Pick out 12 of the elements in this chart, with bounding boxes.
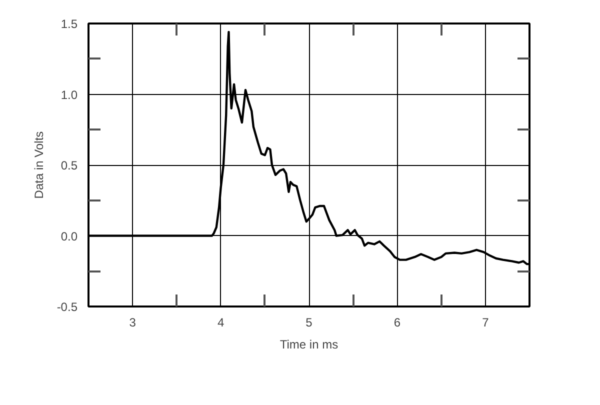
y-tick-label: -0.5: [56, 300, 78, 314]
x-tick-label: 6: [394, 316, 401, 330]
x-tick-label: 5: [306, 316, 313, 330]
x-tick-label: 3: [129, 316, 136, 330]
y-tick-label: 1.5: [60, 17, 78, 31]
y-tick-label: 1.0: [60, 88, 78, 102]
x-tick-label: 4: [217, 316, 224, 330]
x-axis-title: Time in ms: [280, 338, 338, 352]
x-tick-label: 7: [482, 316, 490, 330]
y-tick-label: 0.5: [60, 158, 78, 172]
y-axis-title: Data in Volts: [32, 131, 46, 199]
y-tick-label: 0.0: [60, 229, 78, 244]
